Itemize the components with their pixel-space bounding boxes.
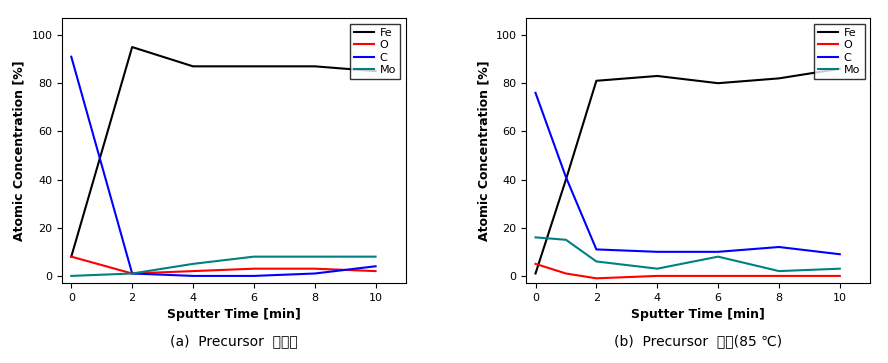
C	[713, 250, 724, 254]
O	[309, 266, 320, 271]
Mo	[835, 266, 845, 271]
Legend: Fe, O, C, Mo: Fe, O, C, Mo	[350, 24, 400, 79]
Fe	[773, 76, 784, 81]
Fe	[66, 254, 76, 259]
Line: Mo: Mo	[71, 257, 376, 276]
Y-axis label: Atomic Concentration [%]: Atomic Concentration [%]	[477, 60, 490, 241]
Line: O: O	[71, 257, 376, 273]
O	[591, 276, 602, 281]
Line: O: O	[535, 264, 840, 278]
Mo	[652, 266, 662, 271]
C	[773, 245, 784, 249]
Fe	[591, 79, 602, 83]
Fe	[249, 64, 259, 69]
Fe	[835, 66, 845, 71]
Legend: Fe, O, C, Mo: Fe, O, C, Mo	[814, 24, 865, 79]
O	[560, 271, 571, 276]
O	[127, 271, 138, 276]
Mo	[370, 254, 381, 259]
Line: Mo: Mo	[535, 237, 840, 271]
C	[835, 252, 845, 256]
C	[66, 54, 76, 59]
Mo	[309, 254, 320, 259]
Mo	[530, 235, 541, 240]
Mo	[127, 271, 138, 276]
Y-axis label: Atomic Concentration [%]: Atomic Concentration [%]	[13, 60, 26, 241]
C	[591, 247, 602, 252]
C	[249, 274, 259, 278]
Mo	[773, 269, 784, 273]
Mo	[249, 254, 259, 259]
O	[835, 274, 845, 278]
O	[530, 262, 541, 266]
Line: Fe: Fe	[535, 69, 840, 273]
Text: (b)  Precursor  사용(85 ℃): (b) Precursor 사용(85 ℃)	[614, 334, 782, 348]
Fe	[187, 64, 198, 69]
Line: C: C	[535, 93, 840, 254]
C	[370, 264, 381, 269]
Fe	[370, 69, 381, 73]
O	[773, 274, 784, 278]
C	[560, 175, 571, 179]
C	[309, 271, 320, 276]
Text: (a)  Precursor  미사용: (a) Precursor 미사용	[170, 334, 298, 348]
Mo	[591, 259, 602, 264]
C	[530, 91, 541, 95]
O	[66, 254, 76, 259]
O	[370, 269, 381, 273]
Fe	[652, 74, 662, 78]
Mo	[560, 238, 571, 242]
Fe	[309, 64, 320, 69]
O	[713, 274, 724, 278]
Mo	[187, 262, 198, 266]
O	[652, 274, 662, 278]
O	[249, 266, 259, 271]
C	[187, 274, 198, 278]
Line: C: C	[71, 57, 376, 276]
X-axis label: Sputter Time [min]: Sputter Time [min]	[167, 309, 301, 321]
Fe	[127, 45, 138, 49]
Fe	[530, 271, 541, 276]
C	[127, 271, 138, 276]
O	[187, 269, 198, 273]
Fe	[560, 178, 571, 182]
X-axis label: Sputter Time [min]: Sputter Time [min]	[631, 309, 765, 321]
Mo	[713, 254, 724, 259]
Line: Fe: Fe	[71, 47, 376, 257]
C	[652, 250, 662, 254]
Fe	[713, 81, 724, 85]
Mo	[66, 274, 76, 278]
